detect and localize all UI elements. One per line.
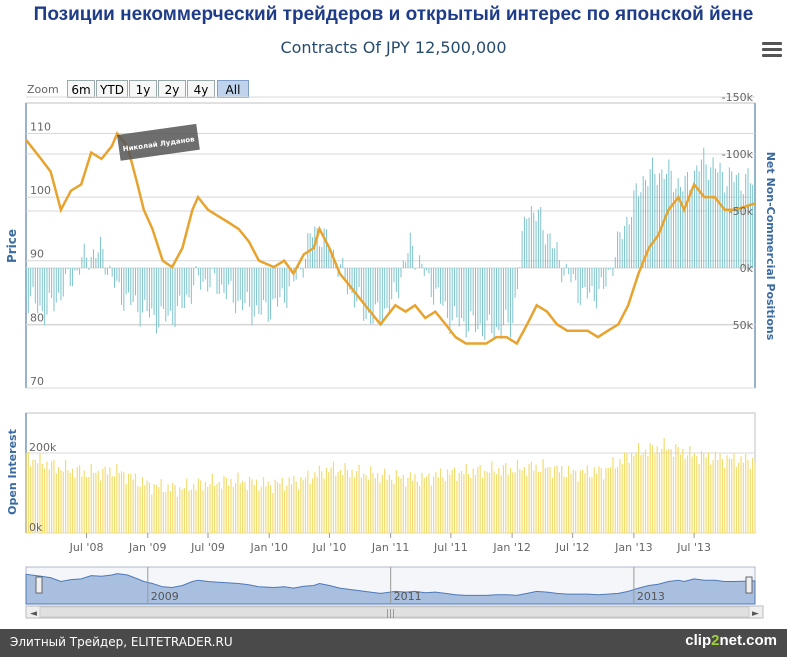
scrollbar-thumb [39,606,750,618]
net-tick-label: 50k [733,319,754,332]
x-tick-label: Jul '12 [555,541,590,554]
chart-area: 110 100 90 80 70 -150k -100k -50k 0k 50k 200k 0k Jul… [5,91,777,619]
navigator: 2009 2011 2013 ◄ ► ||| [25,566,764,619]
navigator-label: 2013 [637,590,665,603]
navigator-handle-left [35,576,43,594]
footer-source: Элитный Трейдер, ELITETRADER.RU [10,635,233,649]
navigator-label: 2011 [394,590,422,603]
price-tick-label: 80 [30,311,44,324]
open-interest-tick-label: 0k [29,521,43,534]
scroll-right-arrow: ► [752,609,759,619]
x-tick-label: Jan '10 [249,541,287,554]
axes: 110 100 90 80 70 -150k -100k -50k 0k 50k 200k 0k Jul… [29,91,754,554]
x-tick-label: Jan '12 [492,541,530,554]
open-interest-tick-label: 200k [29,441,57,454]
scroll-left-arrow: ◄ [30,609,37,619]
watermark-logo: Николай Луданов [117,123,200,161]
price-axis-title: Price [5,229,19,263]
x-tick-label: Jan '09 [128,541,166,554]
zoom-button-2y[interactable]: 2y [158,80,186,98]
zoom-label: Zoom [27,83,59,96]
x-tick-label: Jul '08 [69,541,104,554]
x-tick-label: Jan '13 [614,541,652,554]
menu-icon[interactable] [762,42,782,58]
price-tick-label: 90 [30,248,44,261]
price-tick-label: 100 [30,184,51,197]
open-interest-axis-title: Open Interest [6,429,19,515]
net-tick-label: 0k [740,262,754,275]
net-axis-title: Net Non-Commercial Positions [764,152,777,341]
net-tick-label: -50k [729,205,754,218]
price-tick-label: 110 [30,120,51,133]
x-tick-label: Jul '09 [190,541,225,554]
x-tick-label: Jul '11 [433,541,468,554]
x-tick-label: Jan '11 [371,541,409,554]
navigator-label: 2009 [151,590,179,603]
zoom-button-1y[interactable]: 1y [129,80,157,98]
net-tick-label: -150k [722,91,754,104]
x-tick-label: Jul '10 [312,541,347,554]
price-line [25,131,756,346]
navigator-area [25,573,756,605]
brand-suffix: net.com [719,632,777,649]
chart-title: Contracts Of JPY 12,500,000 [280,38,507,57]
net-positions-bars [25,147,756,340]
footer-logo[interactable]: clip2net.com [685,632,777,649]
scrollbar-grip: ||| [386,609,395,619]
open-interest-bars [25,438,756,533]
navigator-handle-right [745,576,753,594]
zoom-button-ytd[interactable]: YTD [96,80,128,98]
zoom-button-all[interactable]: All [217,80,249,98]
x-tick-label: Jul '13 [676,541,711,554]
footer-bar: Элитный Трейдер, ELITETRADER.RU clip2net… [0,629,787,657]
net-tick-label: -100k [722,148,754,161]
brand-accent: 2 [711,632,720,649]
price-tick-label: 70 [30,375,44,388]
page-title: Позиции некоммерческий трейдеров и откры… [33,4,754,25]
brand-part: clip [685,632,712,649]
